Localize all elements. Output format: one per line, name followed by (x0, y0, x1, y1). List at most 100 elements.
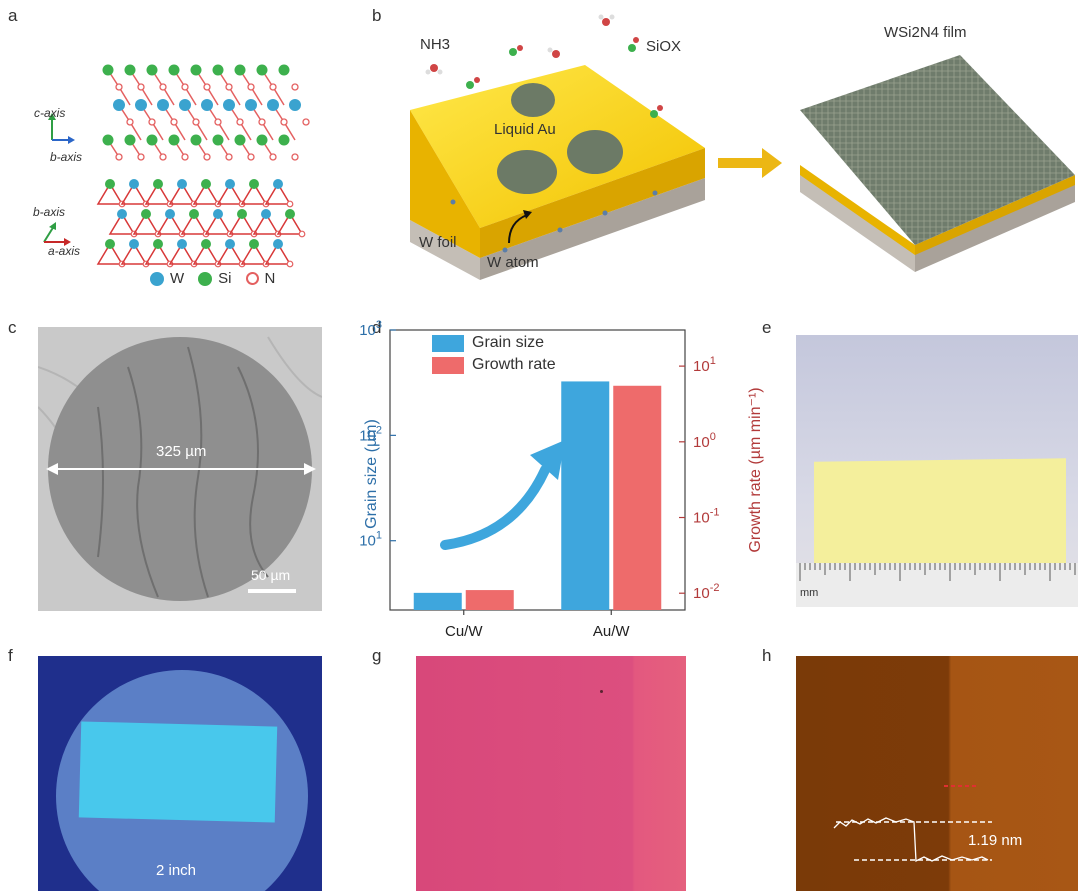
atom (285, 209, 295, 219)
legend-growth-rate: Growth rate (472, 356, 556, 373)
chart-legend: Grain size Growth rate (432, 334, 556, 374)
growth-arrow-head-icon (530, 440, 565, 480)
atom (225, 239, 235, 249)
atom (165, 209, 175, 219)
n-atom (181, 83, 189, 91)
atom (190, 64, 202, 76)
n-atom (225, 83, 233, 91)
atom (237, 209, 247, 219)
legend-grain-size: Grain size (472, 334, 545, 351)
atom (234, 134, 246, 146)
atom (278, 64, 290, 76)
film-photo: mm (796, 335, 1078, 607)
a-axis-label: a-axis (48, 244, 81, 258)
diameter-label: 325 µm (156, 443, 207, 460)
right-tick-label: 101 (693, 355, 716, 375)
n-atom (247, 83, 255, 91)
atom (289, 99, 301, 111)
process-arrow-icon (718, 148, 782, 178)
crystal-structure-side-view (102, 64, 310, 161)
n-atom (214, 118, 222, 126)
atom (212, 64, 224, 76)
atom (179, 99, 191, 111)
liquid-au-label: Liquid Au (494, 121, 556, 138)
panel-e-label: e (762, 318, 772, 337)
legend-grain-swatch (432, 334, 464, 352)
panel-d-label: d (372, 318, 382, 337)
atom (124, 64, 136, 76)
ruler: mm (796, 563, 1078, 607)
atom (225, 179, 235, 189)
atom (157, 99, 169, 111)
atom (102, 64, 114, 76)
atom (135, 99, 147, 111)
n-atom (126, 118, 134, 126)
atom (201, 179, 211, 189)
y-axis-left-title: Grain size (µm) (363, 419, 380, 529)
atom (102, 134, 114, 146)
panel-b-label: b (372, 6, 382, 25)
atom (177, 239, 187, 249)
n-atom-icon (245, 272, 259, 285)
bar-growth-rate-au-w (613, 385, 662, 610)
n-atom (159, 153, 167, 161)
n-atom (286, 260, 294, 268)
axes-icon-top (48, 113, 75, 144)
y-axis-right-title: Growth rate (µm min⁻¹) (747, 387, 764, 553)
n-atom (192, 118, 200, 126)
ruler-unit-label: mm (800, 587, 819, 599)
right-tick-label: 100 (693, 431, 716, 451)
atom (261, 209, 271, 219)
nh3-molecule-icon (425, 64, 443, 75)
sem-image: 325 µm 50 µm (38, 327, 322, 611)
growth-arrow-icon (440, 465, 550, 550)
right-tick-label: 10-1 (693, 507, 719, 527)
bar-grain-size-au-w (561, 381, 610, 610)
bar-grain-size-cu-w (413, 592, 462, 610)
n-atom (258, 118, 266, 126)
atom (212, 134, 224, 146)
optical-image (416, 656, 686, 891)
n-atom (115, 153, 123, 161)
atom (256, 64, 268, 76)
atom (213, 209, 223, 219)
si-atom-icon (198, 271, 213, 286)
siox-molecule-icon (466, 77, 480, 89)
legend-growth-swatch (432, 356, 464, 374)
afm-image: 1.19 nm (796, 656, 1078, 891)
atom (105, 239, 115, 249)
n-atom (170, 118, 178, 126)
scale-bar-label: 50 µm (251, 567, 291, 583)
atom (124, 134, 136, 146)
atom (273, 239, 283, 249)
right-tick-label: 10-2 (693, 582, 719, 602)
atom (153, 179, 163, 189)
n-atom (137, 83, 145, 91)
siox-label: SiOX (646, 38, 682, 55)
w-foil-label: W foil (419, 234, 457, 251)
axes-icon-bottom (43, 222, 71, 246)
siox-molecule-icon-2 (509, 45, 523, 56)
nh3-molecule-icon-3 (598, 14, 615, 26)
n-atom (302, 118, 310, 126)
b-axis-label-bottom: b-axis (33, 205, 66, 219)
atom (245, 99, 257, 111)
n-atom (225, 153, 233, 161)
n-atom (298, 230, 306, 238)
atom (223, 99, 235, 111)
nh3-molecule-icon-2 (547, 47, 560, 58)
au-on-w-foil-schematic (410, 65, 705, 280)
atom (201, 99, 213, 111)
category-label: Au/W (593, 623, 631, 640)
atom-legend: W Si N (150, 270, 275, 287)
w-atom-label: W atom (487, 254, 539, 271)
step-height-label: 1.19 nm (968, 832, 1023, 849)
n-atom (286, 200, 294, 208)
n-atom (203, 153, 211, 161)
wafer-size-label: 2 inch (156, 862, 197, 879)
legend-si: Si (218, 270, 232, 287)
n-atom (269, 83, 277, 91)
atom (190, 134, 202, 146)
atom (153, 239, 163, 249)
